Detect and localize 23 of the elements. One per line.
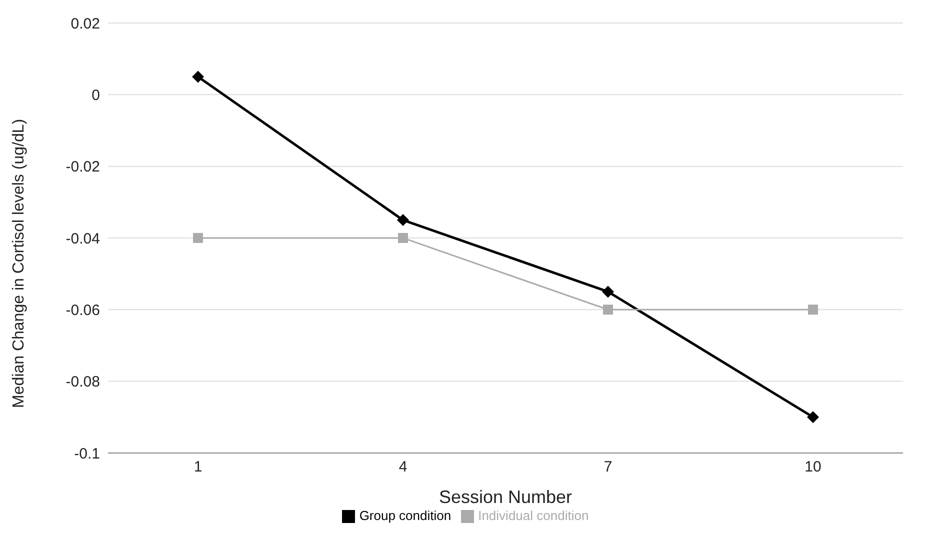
y-tick-label: -0.08 (66, 374, 100, 391)
y-tick-label: 0 (92, 86, 100, 104)
point (397, 214, 409, 226)
x-tick-label: 10 (804, 458, 822, 476)
x-axis-title: Session Number (438, 486, 572, 507)
x-tick-label: 4 (398, 458, 408, 476)
point (602, 286, 614, 298)
y-tick-label: -0.06 (66, 302, 100, 319)
legend-label: Individual condition (478, 508, 589, 523)
point (808, 304, 818, 315)
y-tick-label: 0.02 (70, 15, 100, 32)
point (807, 411, 819, 424)
y-axis-title: Median Change in Cortisol levels (ug/dL) (10, 118, 28, 408)
point (398, 232, 408, 243)
point (193, 232, 203, 243)
y-tick-label: -0.1 (74, 445, 100, 462)
point (603, 304, 613, 315)
x-tick-label: 1 (194, 458, 202, 476)
legend-label: Group condition (359, 508, 452, 523)
point (192, 70, 204, 83)
x-tick-label: 7 (604, 458, 612, 476)
y-tick-label: -0.04 (66, 230, 100, 248)
y-tick-label: -0.02 (66, 158, 100, 176)
